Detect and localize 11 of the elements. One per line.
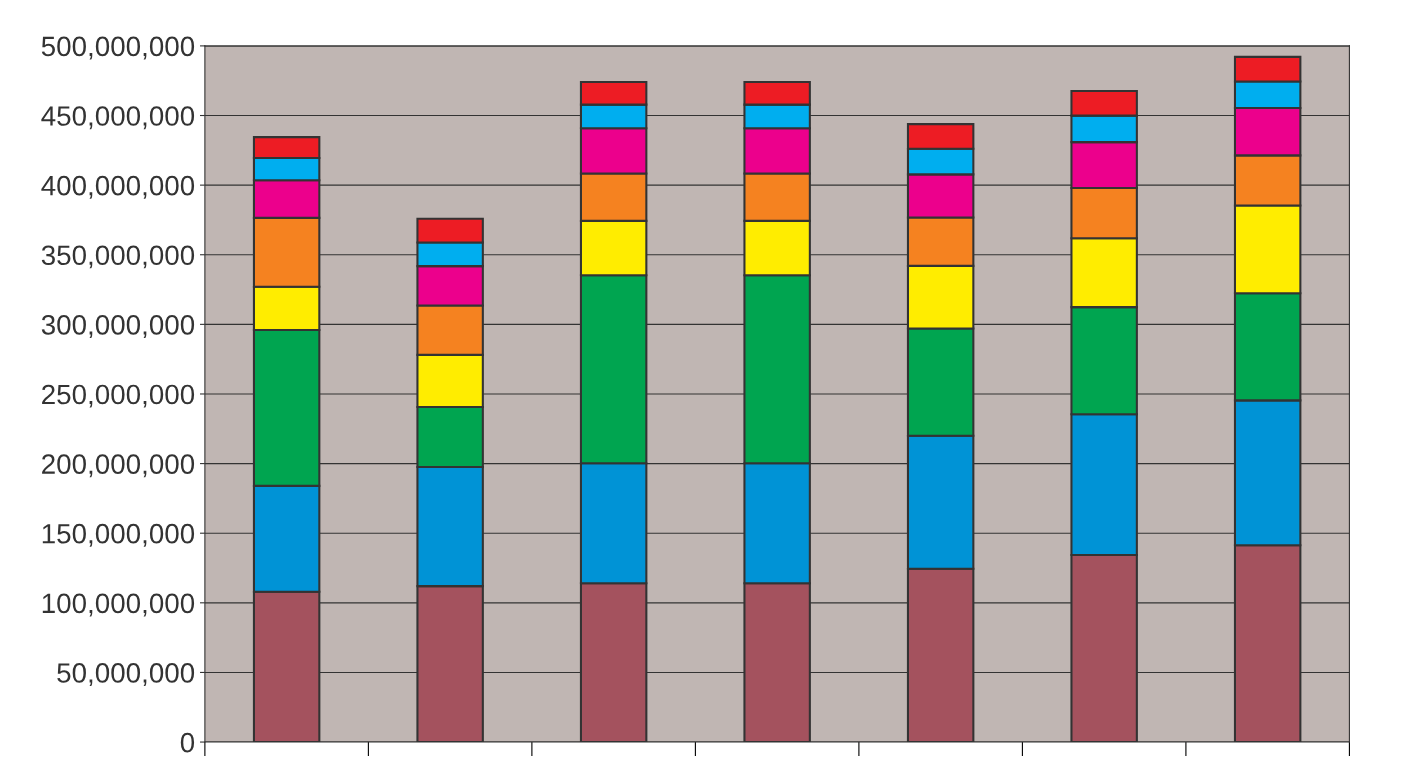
y-tick-label: 300,000,000 bbox=[41, 315, 195, 338]
y-tick-label: 0 bbox=[180, 732, 195, 753]
y-tick-label: 450,000,000 bbox=[41, 106, 195, 130]
y-tick-label: 500,000,000 bbox=[41, 36, 195, 60]
y-tick-label: 250,000,000 bbox=[42, 384, 195, 408]
y-tick-label: 200,000,000 bbox=[42, 454, 195, 478]
y-tick-label: 50,000,000 bbox=[57, 663, 195, 687]
y-tick-label: 350,000,000 bbox=[41, 245, 195, 269]
y-tick-label: 100,000,000 bbox=[42, 593, 195, 617]
y-tick-label: 400,000,000 bbox=[41, 175, 195, 199]
y-tick-label: 150,000,000 bbox=[42, 523, 195, 547]
